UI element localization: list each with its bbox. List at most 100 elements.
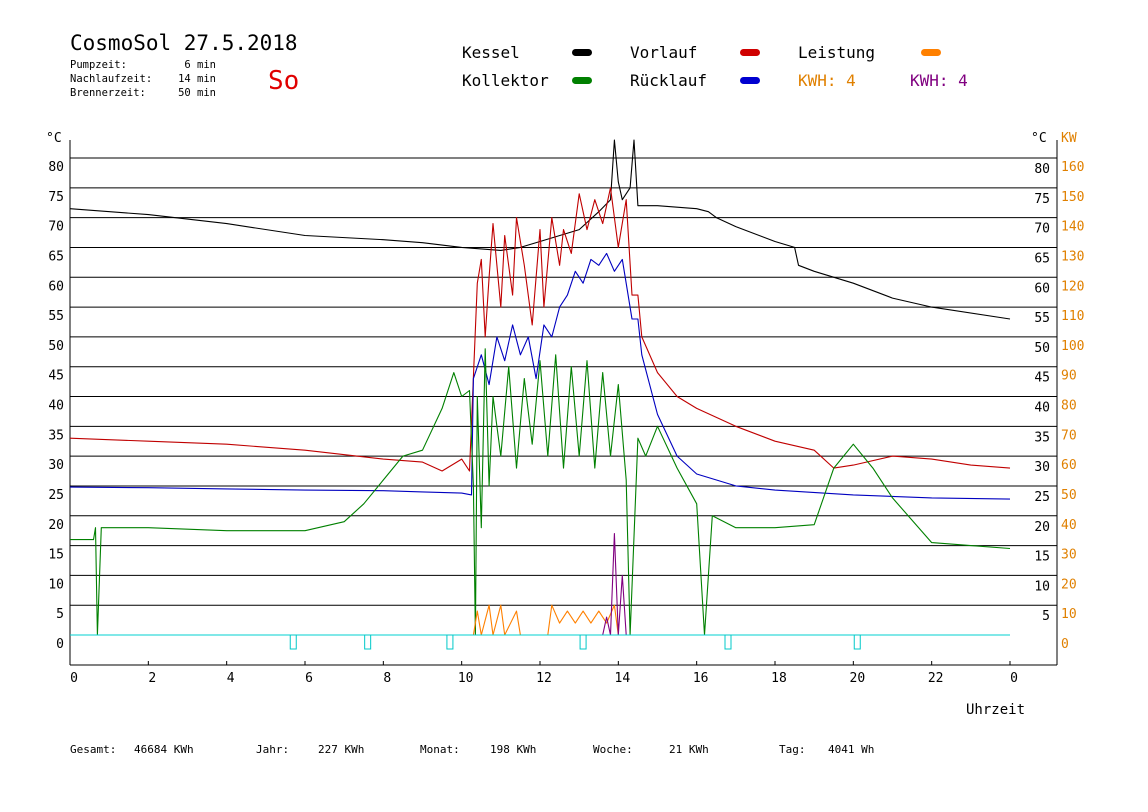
legend-label: Leistung <box>798 43 875 62</box>
kw-tick: 90 <box>1061 369 1077 384</box>
kw-tick: 150 <box>1061 190 1084 205</box>
y-tick-left: 50 <box>48 339 64 354</box>
y-tick-right: 55 <box>1034 311 1050 326</box>
kw-tick: 130 <box>1061 249 1084 264</box>
legend: Kessel Kollektor Vorlauf Rücklauf Leistung KW… <box>462 43 968 90</box>
y-unit-right: °C <box>1031 131 1047 146</box>
grid <box>70 157 1057 606</box>
info-value: 50 min <box>178 87 216 99</box>
footer-label: Tag: <box>779 743 806 756</box>
x-tick-label: 2 <box>148 671 156 686</box>
pump-marker <box>289 634 297 650</box>
legend-label: Kollektor <box>462 71 549 90</box>
x-tick-label: 6 <box>305 671 313 686</box>
info-value: 6 min <box>184 59 216 71</box>
y-tick-left: 30 <box>48 458 64 473</box>
info-label: Pumpzeit: <box>70 59 127 71</box>
pump-marker <box>364 634 372 650</box>
info-label: Nachlaufzeit: <box>70 73 152 85</box>
y-tick-left: 70 <box>48 220 64 235</box>
y-tick-left: 60 <box>48 279 64 294</box>
kw-tick: 100 <box>1061 339 1084 354</box>
y-tick-right: 10 <box>1034 579 1050 594</box>
footer-value: 21 KWh <box>669 743 709 756</box>
series-leistung <box>70 604 1010 636</box>
kw-tick: 110 <box>1061 309 1084 324</box>
series-r-cklauf <box>69 252 1011 500</box>
y-tick-left: 80 <box>48 160 64 175</box>
chart-title: CosmoSol 27.5.2018 <box>70 31 298 55</box>
x-tick-label: 12 <box>536 671 552 686</box>
series-kollektor <box>70 348 1011 636</box>
kw-tick: 20 <box>1061 577 1077 592</box>
footer-label: Woche: <box>593 743 633 756</box>
legend-swatch <box>572 77 592 84</box>
x-tick-label: 14 <box>615 671 631 686</box>
x-tick-label: 10 <box>458 671 474 686</box>
y-tick-right: 60 <box>1034 281 1050 296</box>
y-tick-left: 20 <box>48 518 64 533</box>
kw-tick: 160 <box>1061 160 1084 175</box>
x-tick-label: 0 <box>70 671 78 686</box>
y-tick-left: 45 <box>48 369 64 384</box>
y-unit-kw: KW <box>1061 131 1077 146</box>
kw-tick: 120 <box>1061 279 1084 294</box>
kwh-label-2: KWH: 4 <box>910 71 968 90</box>
y-tick-left: 65 <box>48 249 64 264</box>
footer-stats: Gesamt: 46684 KWh Jahr: 227 KWh Monat: 198 KW… <box>70 743 874 756</box>
legend-label: Kessel <box>462 43 520 62</box>
footer-label: Gesamt: <box>70 743 116 756</box>
legend-swatch <box>572 49 592 56</box>
y-tick-left: 75 <box>48 190 64 205</box>
pump-marker <box>724 634 732 650</box>
series-leistung-2 <box>70 533 1010 636</box>
legend-swatch <box>740 77 760 84</box>
info-label: Brennerzeit: <box>70 87 146 99</box>
y-tick-right: 75 <box>1034 192 1050 207</box>
pump-marker <box>579 634 587 650</box>
footer-value: 46684 KWh <box>134 743 194 756</box>
footer-label: Jahr: <box>256 743 289 756</box>
x-tick-label: 18 <box>771 671 787 686</box>
y-tick-right: 80 <box>1034 162 1050 177</box>
x-tick-label: 22 <box>928 671 944 686</box>
y-tick-left: 5 <box>56 607 64 622</box>
y-tick-right: 70 <box>1034 222 1050 237</box>
kw-tick: 30 <box>1061 548 1077 563</box>
axes <box>69 140 1058 666</box>
kw-tick: 10 <box>1061 607 1077 622</box>
series-kessel <box>69 139 1011 320</box>
legend-swatch <box>921 49 941 56</box>
y-tick-left: 25 <box>48 488 64 503</box>
kw-tick: 80 <box>1061 399 1077 414</box>
y-tick-left: 10 <box>48 577 64 592</box>
kw-tick: 140 <box>1061 220 1084 235</box>
x-tick-label: 8 <box>383 671 391 686</box>
x-tick-label: 16 <box>693 671 709 686</box>
y-tick-right: 50 <box>1034 341 1050 356</box>
series-vorlauf <box>69 187 1011 472</box>
legend-swatch <box>740 49 760 56</box>
footer-label: Monat: <box>420 743 460 756</box>
pump-marker <box>446 634 454 650</box>
x-tick-label: 20 <box>850 671 866 686</box>
y-tick-right: 45 <box>1034 371 1050 386</box>
footer-value: 227 KWh <box>318 743 364 756</box>
y-tick-left: 15 <box>48 548 64 563</box>
y-tick-right: 30 <box>1034 460 1050 475</box>
y-tick-right: 65 <box>1034 251 1050 266</box>
y-tick-left: 55 <box>48 309 64 324</box>
y-tick-right: 5 <box>1042 609 1050 624</box>
kw-tick: 60 <box>1061 458 1077 473</box>
weekday-label: So <box>268 66 299 96</box>
kw-tick: 70 <box>1061 428 1077 443</box>
y-tick-right: 15 <box>1034 550 1050 565</box>
legend-label: Vorlauf <box>630 43 697 62</box>
info-value: 14 min <box>178 73 216 85</box>
y-tick-left: 40 <box>48 399 64 414</box>
kw-tick: 40 <box>1061 518 1077 533</box>
y-unit-left: °C <box>46 131 62 146</box>
y-tick-right: 35 <box>1034 430 1050 445</box>
